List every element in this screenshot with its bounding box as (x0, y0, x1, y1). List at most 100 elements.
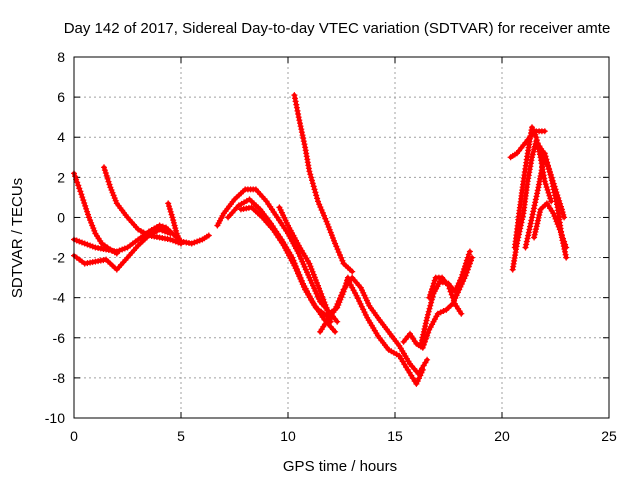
data-point-marker (74, 179, 81, 186)
data-point-marker (429, 283, 436, 290)
series-line (238, 205, 350, 318)
data-point-marker (317, 288, 324, 295)
data-point-marker (327, 229, 334, 236)
data-point-marker (562, 241, 569, 248)
data-point-marker (295, 270, 301, 277)
data-point-marker (78, 191, 85, 198)
data-point-marker (536, 212, 543, 218)
data-point-marker (173, 227, 179, 234)
x-tick-label: 5 (177, 428, 185, 444)
data-point-marker (522, 244, 529, 251)
data-point-marker (465, 251, 472, 258)
data-point-marker (305, 271, 312, 278)
data-point-marker (550, 186, 557, 193)
data-point-marker (421, 326, 428, 332)
x-tick-label: 25 (601, 428, 617, 444)
data-point-marker (319, 209, 326, 216)
y-tick-label: -2 (53, 250, 66, 266)
data-point-marker (555, 223, 562, 230)
data-point-marker (323, 218, 330, 225)
series-arc-8 (237, 204, 351, 319)
data-point-marker (324, 307, 331, 314)
data-point-marker (322, 301, 329, 308)
data-point-marker (547, 171, 554, 178)
data-point-marker (424, 314, 431, 321)
data-point-marker (357, 300, 364, 307)
data-point-marker (300, 138, 307, 145)
data-point-marker (300, 261, 307, 268)
data-point-marker (323, 304, 330, 311)
data-point-marker (86, 214, 92, 221)
data-point-marker (535, 142, 542, 149)
data-point-marker (552, 215, 559, 222)
data-point-marker (73, 237, 80, 244)
data-point-marker (427, 302, 434, 309)
data-point-marker (332, 328, 339, 335)
data-point-marker (434, 310, 441, 317)
data-point-marker (556, 226, 563, 233)
data-point-marker (309, 177, 315, 184)
data-point-marker (112, 197, 119, 204)
data-point-marker (545, 165, 552, 172)
data-point-marker (557, 229, 564, 236)
data-point-marker (306, 168, 313, 175)
data-point-marker (532, 196, 539, 203)
data-point-marker (325, 224, 332, 230)
data-point-marker (316, 201, 323, 208)
data-point-marker (445, 282, 452, 289)
data-point-marker (546, 192, 553, 199)
series-arc-12 (344, 276, 426, 387)
data-point-marker (335, 249, 342, 256)
data-point-marker (307, 171, 314, 178)
data-point-marker (170, 219, 177, 226)
y-tick-label: 0 (57, 209, 65, 225)
data-point-marker (430, 280, 437, 287)
data-point-marker (299, 281, 306, 288)
data-point-marker (320, 296, 327, 303)
data-point-marker (541, 128, 548, 135)
x-tick-labels: 0 5 10 15 20 25 (70, 428, 617, 444)
y-tick-label: -4 (53, 290, 66, 306)
data-point-marker (84, 208, 91, 215)
data-point-marker (312, 189, 319, 196)
data-point-marker (306, 260, 313, 267)
data-point-marker (332, 240, 339, 247)
data-point-marker (462, 260, 469, 267)
chart-title: Day 142 of 2017, Sidereal Day-to-day VTE… (64, 20, 611, 37)
data-point-marker (552, 195, 559, 202)
data-point-marker (90, 225, 97, 232)
data-point-marker (542, 181, 549, 188)
data-point-marker (414, 378, 421, 385)
data-point-marker (550, 183, 557, 190)
x-axis-title: GPS time / hours (283, 458, 397, 475)
data-point-marker (450, 297, 457, 304)
data-point-marker (172, 225, 179, 232)
data-point-marker (539, 164, 546, 171)
data-point-marker (534, 190, 541, 197)
series-line (292, 92, 355, 274)
data-point-marker (563, 244, 570, 251)
data-point-marker (426, 305, 433, 312)
data-point-marker (170, 237, 176, 244)
data-point-marker (544, 186, 551, 193)
series-arc-3 (71, 170, 120, 257)
data-point-marker (119, 246, 126, 253)
data-point-marker (312, 277, 319, 284)
data-point-marker (542, 153, 549, 160)
data-point-marker (562, 251, 569, 258)
data-point-marker (85, 211, 91, 218)
x-tick-label: 0 (70, 428, 78, 444)
data-point-marker (545, 162, 551, 169)
data-point-marker (80, 197, 87, 204)
y-tick-label: 4 (57, 129, 65, 145)
data-point-marker (81, 200, 88, 206)
data-point-marker (314, 195, 321, 202)
data-point-marker (420, 331, 427, 338)
data-point-marker (77, 188, 84, 195)
data-point-marker (349, 268, 356, 275)
data-point-marker (308, 174, 315, 181)
data-point-marker (558, 232, 565, 239)
data-point-marker (429, 286, 435, 293)
data-point-marker (551, 189, 558, 196)
